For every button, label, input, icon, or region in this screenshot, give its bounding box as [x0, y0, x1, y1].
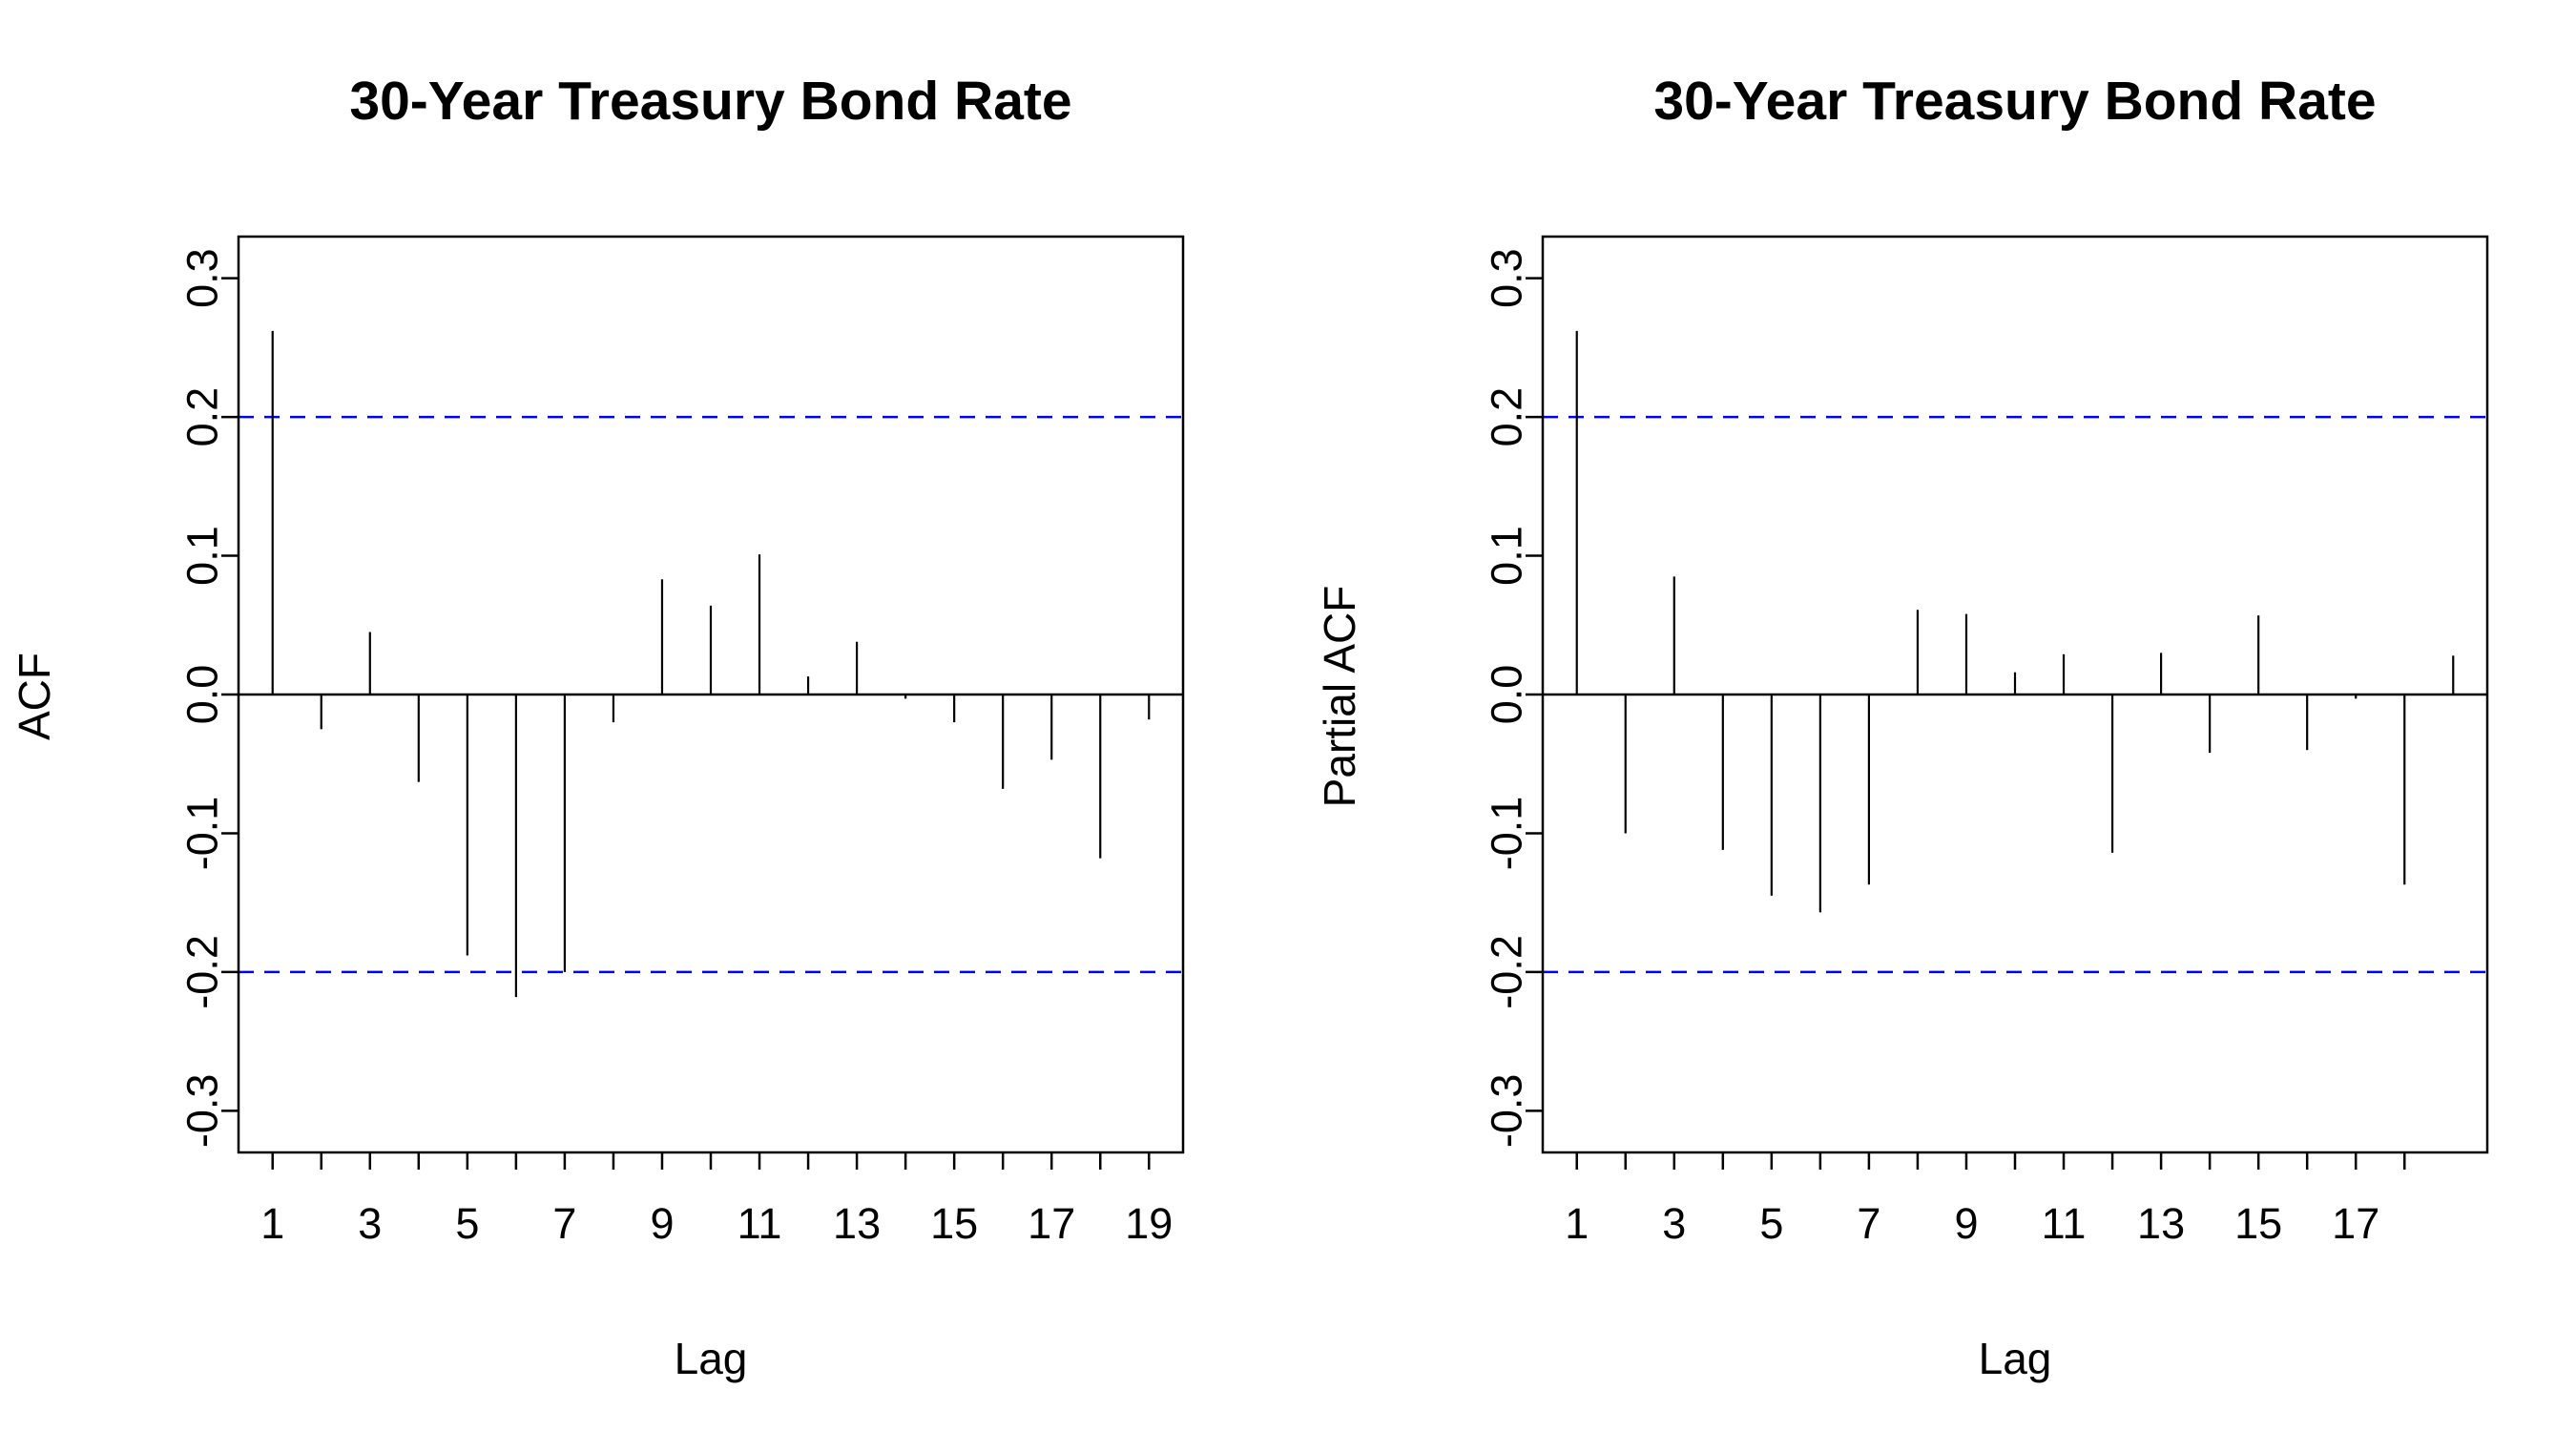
acf-spikes — [271, 330, 1151, 998]
pacf-y-tick-label: 0.1 — [1483, 526, 1531, 586]
pacf-panel: 30-Year Treasury Bond Rate Lag Partial A… — [1315, 71, 2489, 1383]
pacf-confidence-bands — [1543, 415, 2487, 974]
acf-x-tick-label: 5 — [455, 1199, 479, 1248]
pacf-x-tick-label: 13 — [2137, 1199, 2185, 1248]
pacf-x-tick-label: 5 — [1759, 1199, 1783, 1248]
pacf-y-axis-label: Partial ACF — [1315, 586, 1364, 808]
acf-confidence-bands — [239, 415, 1183, 974]
acf-y-axis-label: ACF — [10, 653, 59, 740]
acf-x-axis-label: Lag — [675, 1334, 748, 1383]
acf-x-tick-label: 1 — [260, 1199, 284, 1248]
pacf-x-tick-label: 7 — [1857, 1199, 1880, 1248]
pacf-x-axis: 1 3 5 7 9 11 13 15 17 — [1565, 1152, 2406, 1248]
acf-y-axis: -0.3 -0.2 -0.1 0.0 0.1 0.2 0.3 — [178, 248, 239, 1148]
pacf-x-tick-label: 17 — [2332, 1199, 2379, 1248]
pacf-x-tick-label: 1 — [1565, 1199, 1589, 1248]
acf-x-tick-label: 11 — [737, 1199, 782, 1248]
pacf-x-tick-label: 3 — [1662, 1199, 1686, 1248]
acf-x-tick-label: 17 — [1028, 1199, 1075, 1248]
pacf-plot-frame — [1541, 235, 2489, 1154]
pacf-chart-title: 30-Year Treasury Bond Rate — [1653, 71, 2376, 132]
acf-y-tick-label: -0.1 — [178, 797, 227, 871]
pacf-x-tick-label: 11 — [2042, 1199, 2087, 1248]
pacf-y-tick-label: 0.2 — [1483, 387, 1531, 447]
pacf-y-tick-label: -0.3 — [1483, 1074, 1531, 1149]
acf-chart-title: 30-Year Treasury Bond Rate — [349, 71, 1071, 132]
acf-y-tick-label: 0.3 — [178, 248, 227, 308]
acf-y-tick-label: 0.0 — [178, 665, 227, 725]
pacf-y-axis: -0.3 -0.2 -0.1 0.0 0.1 0.2 0.3 — [1483, 248, 1543, 1149]
acf-y-tick-label: 0.1 — [178, 526, 227, 586]
pacf-x-axis-label: Lag — [1979, 1334, 2052, 1383]
acf-x-tick-label: 15 — [930, 1199, 978, 1248]
pacf-y-tick-label: -0.1 — [1483, 797, 1531, 871]
acf-x-tick-label: 19 — [1125, 1199, 1173, 1248]
acf-y-tick-label: 0.2 — [178, 387, 227, 447]
acf-y-tick-label: -0.3 — [178, 1074, 227, 1149]
acf-x-tick-label: 9 — [650, 1199, 674, 1248]
pacf-spikes — [1575, 330, 2455, 913]
acf-y-tick-label: -0.2 — [178, 935, 227, 1009]
pacf-y-tick-label: -0.2 — [1483, 935, 1531, 1009]
acf-x-tick-label: 13 — [833, 1199, 881, 1248]
pacf-x-tick-label: 15 — [2234, 1199, 2282, 1248]
acf-x-axis: 1 3 5 7 9 11 13 15 17 19 — [260, 1152, 1173, 1248]
acf-panel: 30-Year Treasury Bond Rate Lag ACF -0.3-… — [10, 71, 1185, 1383]
acf-x-tick-label: 7 — [552, 1199, 576, 1248]
pacf-x-tick-label: 9 — [1954, 1199, 1978, 1248]
acf-plot-frame — [237, 235, 1185, 1154]
pacf-y-tick-label: 0.0 — [1483, 665, 1531, 725]
pacf-y-tick-label: 0.3 — [1483, 248, 1531, 308]
acf-x-tick-label: 3 — [358, 1199, 382, 1248]
